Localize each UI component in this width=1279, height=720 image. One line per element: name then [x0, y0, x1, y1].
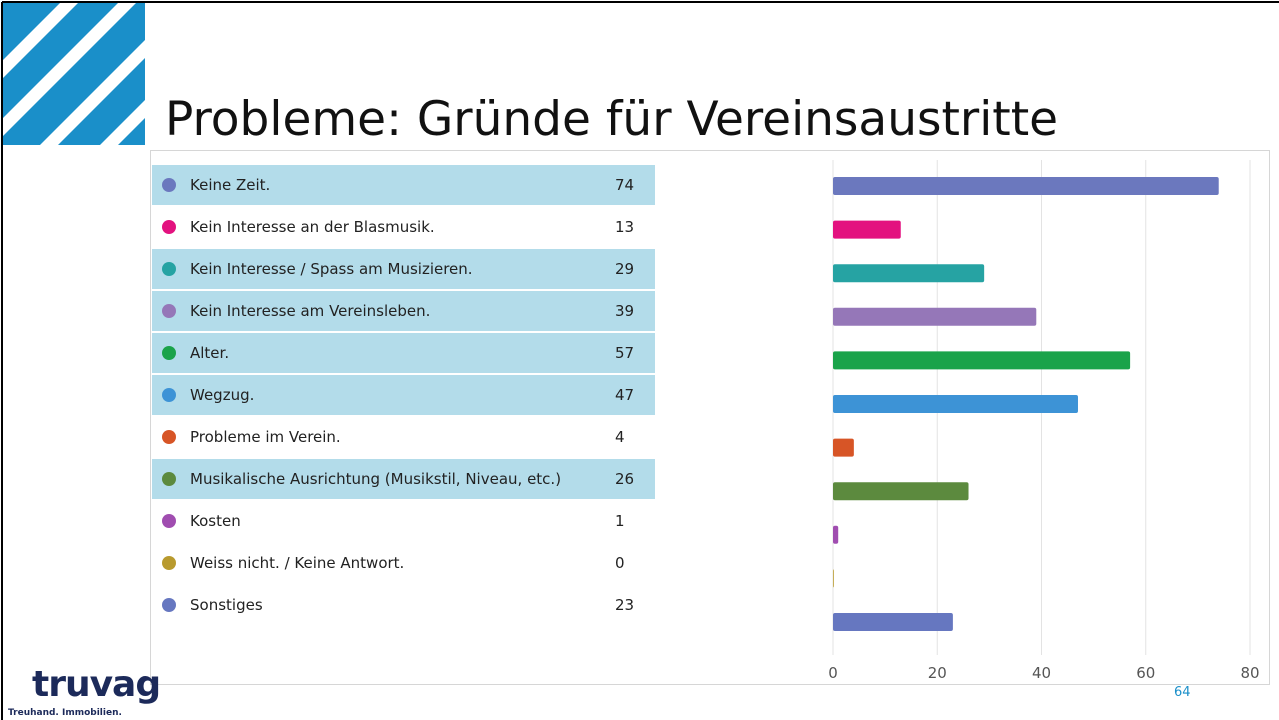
legend-row: Kosten 1 — [152, 501, 655, 541]
legend-value: 0 — [615, 554, 625, 572]
legend-dot — [162, 430, 176, 444]
legend-label: Kein Interesse an der Blasmusik. — [190, 217, 435, 236]
x-tick-label: 60 — [1136, 664, 1155, 682]
bar — [833, 177, 1219, 195]
legend-label: Sonstiges — [190, 595, 263, 614]
bar — [833, 569, 834, 588]
legend-row: Musikalische Ausrichtung (Musikstil, Niv… — [152, 459, 655, 499]
x-tick-label: 20 — [928, 664, 947, 682]
legend-dot — [162, 346, 176, 360]
legend-value: 39 — [615, 302, 635, 320]
legend-dot — [162, 178, 176, 192]
legend-label: Alter. — [190, 343, 230, 362]
legend-label: Kosten — [190, 511, 241, 530]
x-tick-label: 40 — [1032, 664, 1051, 682]
legend-dot — [162, 514, 176, 528]
legend-label: Weiss nicht. / Keine Antwort. — [190, 553, 405, 572]
bar — [833, 525, 839, 544]
bar — [833, 264, 985, 283]
legend-dot — [162, 472, 176, 486]
legend-row: Sonstiges 23 — [152, 585, 655, 625]
bar — [833, 307, 1037, 326]
bar — [833, 220, 901, 239]
x-tick-label: 80 — [1240, 664, 1259, 682]
legend-dot — [162, 220, 176, 234]
bar — [833, 438, 854, 457]
logo-stripes — [3, 3, 145, 145]
legend-dot — [162, 388, 176, 402]
legend-row: Kein Interesse an der Blasmusik. 13 — [152, 207, 655, 247]
legend-value: 23 — [615, 596, 635, 614]
legend-value: 4 — [615, 428, 625, 446]
legend-row: Kein Interesse am Vereinsleben. 39 — [152, 291, 655, 331]
bar — [833, 395, 1078, 413]
legend-label: Kein Interesse / Spass am Musizieren. — [190, 259, 473, 278]
brand: truvag — [32, 664, 161, 705]
legend-value: 1 — [615, 512, 625, 530]
legend-value: 74 — [615, 176, 635, 194]
legend-value: 57 — [615, 344, 635, 362]
legend-dot — [162, 556, 176, 570]
legend: Keine Zeit. 74 Kein Interesse an der Blasm… — [152, 165, 655, 627]
legend-row: Keine Zeit. 74 — [152, 165, 655, 205]
legend-dot — [162, 304, 176, 318]
title: Probleme: Gründe für Vereinsaustritte — [165, 92, 1059, 147]
legend-row: Alter. 57 — [152, 333, 655, 373]
legend-row: Wegzug. 47 — [152, 375, 655, 415]
bar — [833, 482, 969, 501]
chart-box — [150, 150, 1270, 685]
legend-value: 26 — [615, 470, 635, 488]
bar — [833, 613, 953, 631]
bar — [833, 351, 1131, 370]
legend-value: 13 — [615, 218, 635, 236]
brand-tagline: Treuhand. Immobilien. — [8, 708, 122, 718]
legend-row: Probleme im Verein. 4 — [152, 417, 655, 457]
legend-label: Probleme im Verein. — [190, 427, 341, 446]
page-number: 64 — [1174, 685, 1191, 700]
legend-label: Wegzug. — [190, 385, 255, 404]
legend-row: Kein Interesse / Spass am Musizieren. 29 — [152, 249, 655, 289]
legend-value: 47 — [615, 386, 635, 404]
legend-label: Kein Interesse am Vereinsleben. — [190, 301, 431, 320]
x-tick-label: 0 — [828, 664, 838, 682]
legend-row: Weiss nicht. / Keine Antwort. 0 — [152, 543, 655, 583]
legend-value: 29 — [615, 260, 635, 278]
legend-label: Keine Zeit. — [190, 175, 271, 194]
legend-dot — [162, 262, 176, 276]
legend-dot — [162, 598, 176, 612]
legend-label: Musikalische Ausrichtung (Musikstil, Niv… — [190, 469, 562, 488]
